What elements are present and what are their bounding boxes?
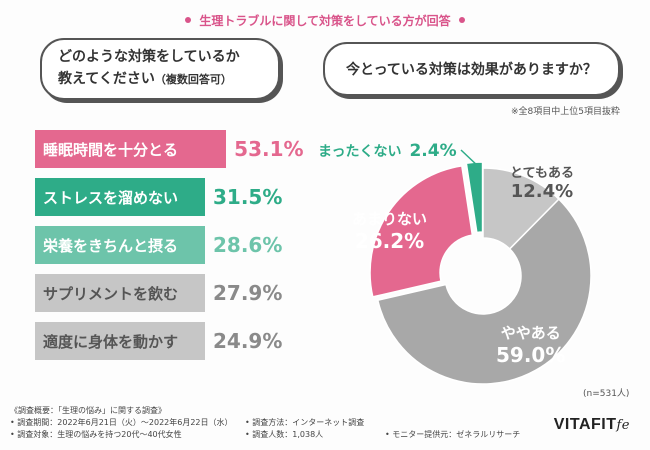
donut-label-category: とてもある bbox=[510, 166, 574, 181]
bar-row: ストレスを溜めない 31.5% bbox=[35, 178, 282, 216]
bar-row: サプリメントを飲む 27.9% bbox=[35, 274, 282, 312]
bar-value-label: 24.9% bbox=[213, 329, 283, 353]
donut-label-value: 26.2% bbox=[354, 229, 425, 253]
brand-logo: VITAFITfe bbox=[554, 416, 630, 434]
note: ※全8項目中上位5項目抜粋 bbox=[511, 107, 620, 117]
footer-method: • 調査方法：インターネット調査 bbox=[245, 418, 365, 427]
donut-label-value: 59.0% bbox=[496, 343, 566, 367]
donut-label-category: あまりない bbox=[352, 210, 428, 228]
bar-value-label: 28.6% bbox=[213, 233, 283, 257]
header: 生理トラブルに関して対策をしている方が回答 bbox=[0, 10, 650, 30]
bar-value-label: 53.1% bbox=[234, 137, 304, 161]
donut-slice bbox=[376, 198, 592, 385]
bar: 適度に身体を動かす bbox=[35, 322, 205, 360]
brand-sub: fe bbox=[616, 418, 630, 433]
bar-value-label: 31.5% bbox=[213, 185, 283, 209]
donut-slice bbox=[465, 161, 484, 234]
donut-label-value: 12.4% bbox=[510, 181, 574, 202]
bar: サプリメントを飲む bbox=[35, 274, 205, 312]
footer-title: 《調査概要：「生理の悩み」に関する調査》 bbox=[10, 406, 166, 415]
footer-grid: • 調査期間：2022年6月21日（火）～2022年6月22日（水） • 調査方… bbox=[10, 417, 555, 441]
donut-label-category: ややある bbox=[500, 324, 561, 342]
footer-period: • 調査期間：2022年6月21日（火）～2022年6月22日（水） bbox=[10, 418, 233, 427]
left-question-line2-text: 教えてください bbox=[58, 71, 155, 87]
header-title: 生理トラブルに関して対策をしている方が回答 bbox=[199, 13, 451, 28]
donut-label-category: まったくない bbox=[318, 144, 402, 160]
left-question-bubble: どのような対策をしているか 教えてください（複数回答可） bbox=[40, 38, 280, 100]
bar-value-label: 27.9% bbox=[213, 281, 283, 305]
header-dot-right bbox=[458, 17, 465, 23]
brand-name: VITAFIT bbox=[553, 416, 617, 433]
bar-row: 栄養をきちんと摂る 28.6% bbox=[35, 226, 282, 264]
bar: 栄養をきちんと摂る bbox=[35, 226, 205, 264]
bar-row: 適度に身体を動かす 24.9% bbox=[35, 322, 282, 360]
footer: 《調査概要：「生理の悩み」に関する調査》 • 調査期間：2022年6月21日（火… bbox=[10, 405, 555, 441]
footer-empty bbox=[385, 417, 555, 429]
donut-label: まったくない 2.4% bbox=[318, 141, 457, 161]
bar: ストレスを溜めない bbox=[35, 178, 205, 216]
donut-label: あまりない 26.2% bbox=[352, 208, 427, 253]
footer-count: • 調査人数：1,038人 bbox=[245, 430, 324, 439]
donut-label: ややある 59.0% bbox=[496, 322, 565, 367]
left-question-line2: 教えてください（複数回答可） bbox=[58, 68, 262, 91]
donut-label-value: 2.4% bbox=[409, 141, 457, 161]
donut-slice bbox=[369, 164, 474, 298]
footer-provider: • モニター提供元：ゼネラルリサーチ bbox=[385, 430, 521, 439]
sample-size-label: (n=531人) bbox=[583, 389, 630, 399]
bar: 睡眠時間を十分とる bbox=[35, 130, 227, 168]
bar-row: 睡眠時間を十分とる 53.1% bbox=[35, 130, 304, 168]
left-question-sub: （複数回答可） bbox=[154, 73, 232, 86]
header-dot-left bbox=[185, 17, 192, 23]
footer-target: • 調査対象：生理の悩みを持つ20代～40代女性 bbox=[10, 430, 182, 439]
leader-line bbox=[460, 149, 481, 169]
right-question-text: 今とっている対策は効果がありますか？ bbox=[346, 62, 597, 78]
right-question-bubble: 今とっている対策は効果がありますか？ bbox=[323, 42, 620, 96]
donut-label: とてもある 12.4% bbox=[510, 162, 574, 202]
left-question-line1: どのような対策をしているか bbox=[58, 49, 240, 65]
